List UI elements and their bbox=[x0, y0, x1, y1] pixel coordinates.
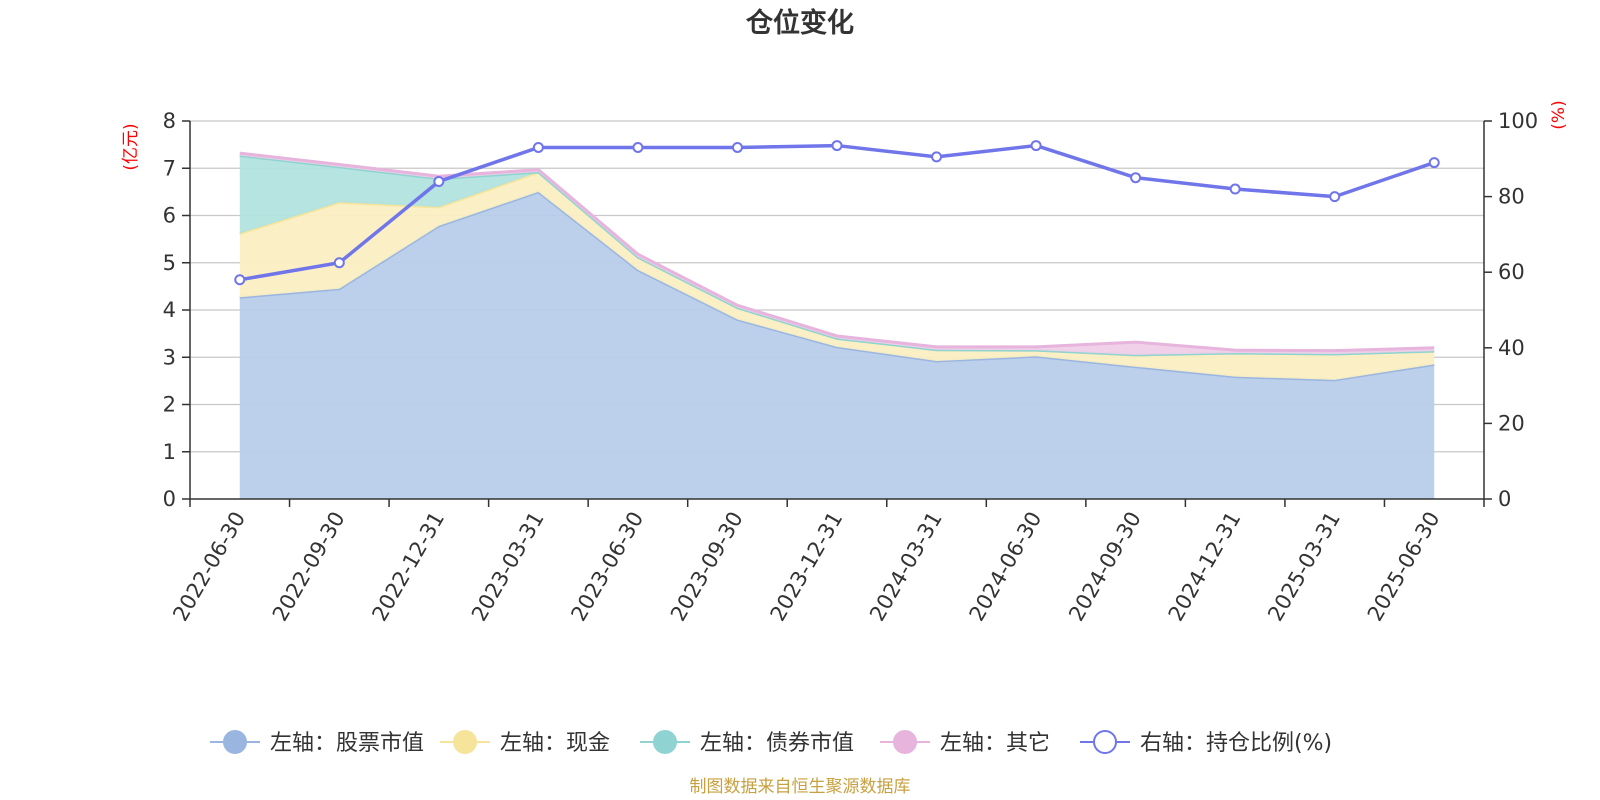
area-series-1 bbox=[239, 191, 1435, 499]
x-tick-label: 2022-06-30 bbox=[168, 508, 250, 626]
left-tick-label: 4 bbox=[163, 298, 176, 322]
legend-label: 左轴：债券市值 bbox=[700, 731, 854, 756]
position-ratio-line bbox=[234, 140, 1440, 286]
legend-label: 右轴：持仓比例(%) bbox=[1140, 731, 1332, 756]
legend-marker-icon bbox=[1093, 730, 1117, 754]
ratio-point bbox=[234, 274, 246, 286]
ratio-point bbox=[333, 257, 345, 269]
area-series-3 bbox=[239, 155, 1435, 355]
legend-label: 左轴：现金 bbox=[500, 731, 610, 756]
left-axis-unit: (亿元) bbox=[121, 123, 141, 170]
x-tick-label: 2023-09-30 bbox=[666, 508, 748, 626]
right-tick-label: 40 bbox=[1498, 336, 1525, 360]
left-tick-label: 0 bbox=[163, 487, 176, 511]
x-tick-label: 2023-03-31 bbox=[467, 508, 549, 626]
legend-label: 左轴：其它 bbox=[940, 731, 1050, 756]
x-tick-label: 2024-09-30 bbox=[1064, 508, 1146, 626]
legend-marker-icon bbox=[893, 730, 917, 754]
x-tick-label: 2025-03-31 bbox=[1263, 508, 1345, 626]
x-tick-label: 2024-12-31 bbox=[1164, 508, 1246, 626]
ratio-point bbox=[731, 141, 743, 153]
x-tick-label: 2022-09-30 bbox=[268, 508, 350, 626]
right-tick-label: 100 bbox=[1498, 109, 1538, 133]
left-tick-label: 7 bbox=[163, 156, 176, 180]
left-tick-label: 1 bbox=[163, 440, 176, 464]
ratio-point bbox=[1428, 157, 1440, 169]
ratio-point bbox=[931, 151, 943, 163]
right-axis-unit: (%) bbox=[1549, 100, 1569, 129]
stacked-areas bbox=[239, 151, 1435, 499]
legend-item[interactable]: 左轴：其它 bbox=[880, 730, 1050, 756]
x-tick-label: 2024-06-30 bbox=[965, 508, 1047, 626]
legend-item[interactable]: 右轴：持仓比例(%) bbox=[1080, 730, 1332, 756]
left-tick-label: 2 bbox=[163, 393, 176, 417]
x-tick-label: 2025-06-30 bbox=[1363, 508, 1445, 626]
left-tick-label: 3 bbox=[163, 345, 176, 369]
left-tick-label: 5 bbox=[163, 251, 176, 275]
legend-item[interactable]: 左轴：现金 bbox=[440, 730, 610, 756]
ratio-point bbox=[1130, 172, 1142, 184]
ratio-point bbox=[1030, 140, 1042, 152]
x-tick-label: 2024-03-31 bbox=[865, 508, 947, 626]
left-tick-label: 6 bbox=[163, 204, 176, 228]
right-tick-label: 80 bbox=[1498, 185, 1525, 209]
left-tick-label: 8 bbox=[163, 109, 176, 133]
legend-marker-icon bbox=[653, 730, 677, 754]
legend-marker-icon bbox=[453, 730, 477, 754]
legend-item[interactable]: 左轴：债券市值 bbox=[640, 730, 854, 756]
x-tick-label: 2023-12-31 bbox=[766, 508, 848, 626]
right-tick-label: 0 bbox=[1498, 487, 1511, 511]
legend-marker-icon bbox=[223, 730, 247, 754]
right-tick-label: 60 bbox=[1498, 260, 1525, 284]
chart-title: 仓位变化 bbox=[745, 7, 854, 39]
ratio-point bbox=[532, 141, 544, 153]
ratio-point bbox=[433, 175, 445, 187]
ratio-point bbox=[1329, 191, 1341, 203]
right-tick-label: 20 bbox=[1498, 411, 1525, 435]
ratio-point bbox=[632, 141, 644, 153]
legend: 左轴：股票市值 左轴：现金 左轴：债券市值 左轴：其它 右轴：持仓比例(%) bbox=[210, 730, 1332, 756]
ratio-point bbox=[831, 140, 843, 152]
x-tick-label: 2022-12-31 bbox=[367, 508, 449, 626]
legend-item[interactable]: 左轴：股票市值 bbox=[210, 730, 424, 756]
source-note: 制图数据来自恒生聚源数据库 bbox=[690, 777, 911, 797]
x-tick-label: 2023-06-30 bbox=[566, 508, 648, 626]
ratio-point bbox=[1229, 183, 1241, 195]
legend-label: 左轴：股票市值 bbox=[270, 731, 424, 756]
